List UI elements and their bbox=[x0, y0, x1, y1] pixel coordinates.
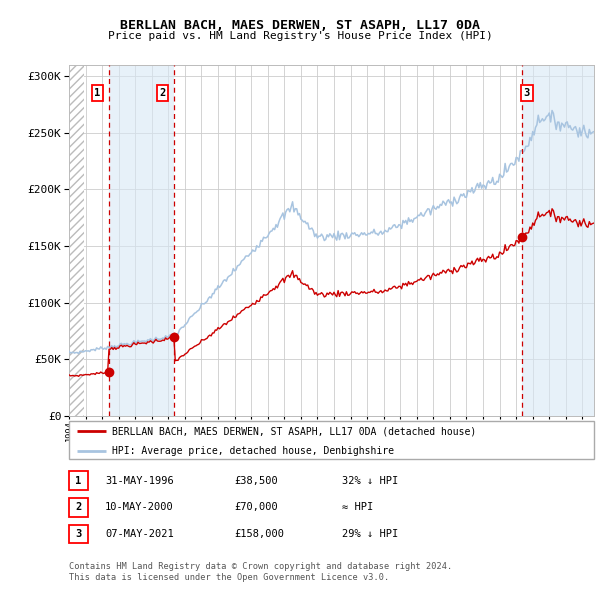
Text: 1: 1 bbox=[76, 476, 82, 486]
Text: BERLLAN BACH, MAES DERWEN, ST ASAPH, LL17 0DA: BERLLAN BACH, MAES DERWEN, ST ASAPH, LL1… bbox=[120, 19, 480, 32]
Text: HPI: Average price, detached house, Denbighshire: HPI: Average price, detached house, Denb… bbox=[112, 445, 394, 455]
Bar bbox=[522, 65, 594, 416]
Text: 10-MAY-2000: 10-MAY-2000 bbox=[105, 503, 174, 512]
Text: 32% ↓ HPI: 32% ↓ HPI bbox=[342, 476, 398, 486]
Text: 3: 3 bbox=[524, 88, 530, 98]
Text: 2: 2 bbox=[160, 88, 166, 98]
Bar bbox=[109, 65, 175, 416]
Text: 1: 1 bbox=[94, 88, 100, 98]
Text: £158,000: £158,000 bbox=[234, 529, 284, 539]
FancyBboxPatch shape bbox=[69, 421, 594, 459]
Bar bbox=[69, 65, 84, 416]
Text: 3: 3 bbox=[76, 529, 82, 539]
Text: Contains HM Land Registry data © Crown copyright and database right 2024.
This d: Contains HM Land Registry data © Crown c… bbox=[69, 562, 452, 582]
Text: £70,000: £70,000 bbox=[234, 503, 278, 512]
Text: 07-MAY-2021: 07-MAY-2021 bbox=[105, 529, 174, 539]
Text: 2: 2 bbox=[76, 503, 82, 512]
Text: 31-MAY-1996: 31-MAY-1996 bbox=[105, 476, 174, 486]
Text: BERLLAN BACH, MAES DERWEN, ST ASAPH, LL17 0DA (detached house): BERLLAN BACH, MAES DERWEN, ST ASAPH, LL1… bbox=[112, 427, 476, 437]
Text: Price paid vs. HM Land Registry's House Price Index (HPI): Price paid vs. HM Land Registry's House … bbox=[107, 31, 493, 41]
Text: £38,500: £38,500 bbox=[234, 476, 278, 486]
Text: 29% ↓ HPI: 29% ↓ HPI bbox=[342, 529, 398, 539]
Text: ≈ HPI: ≈ HPI bbox=[342, 503, 373, 512]
